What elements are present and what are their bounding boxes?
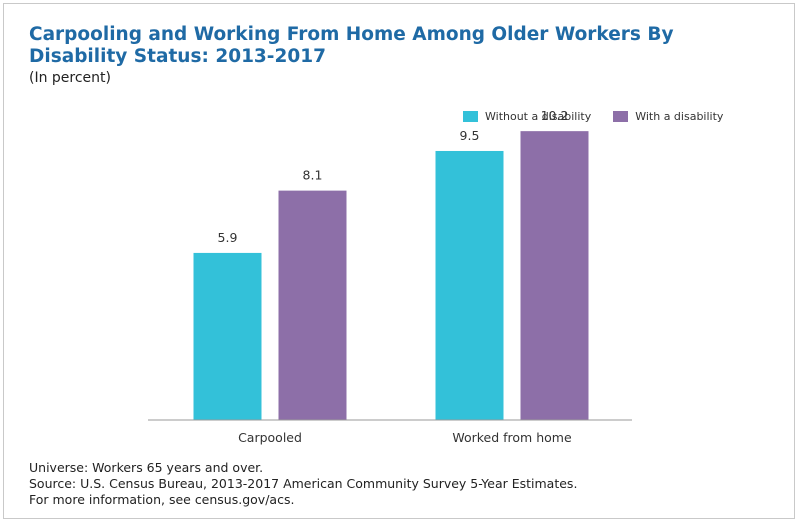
chart-subtitle: (In percent) (29, 70, 111, 86)
data-label: 5.9 (218, 230, 238, 245)
bar (193, 252, 262, 420)
category-label: Worked from home (452, 430, 572, 445)
bar (435, 150, 504, 420)
bar (520, 131, 589, 420)
footnotes: Universe: Workers 65 years and over. Sou… (29, 460, 577, 508)
chart-title: Carpooling and Working From Home Among O… (29, 24, 674, 67)
footnote-source: Source: U.S. Census Bureau, 2013-2017 Am… (29, 476, 578, 491)
legend-label-with: With a disability (635, 110, 724, 123)
footnote-universe: Universe: Workers 65 years and over. (29, 460, 264, 475)
chart-frame (3, 3, 795, 519)
bar (278, 190, 347, 420)
legend-swatch-without (463, 111, 478, 122)
legend-item-with: With a disability (613, 110, 723, 123)
footnote-info: For more information, see census.gov/acs… (29, 492, 295, 507)
category-label: Carpooled (238, 430, 302, 445)
legend-item-without: Without a disability (463, 110, 591, 123)
data-label: 10.2 (541, 108, 569, 123)
legend-swatch-with (613, 111, 629, 122)
data-label: 8.1 (303, 168, 323, 183)
legend: Without a disability With a disability (463, 110, 745, 123)
legend-label-without: Without a disability (485, 110, 592, 123)
data-label: 9.5 (460, 128, 480, 143)
